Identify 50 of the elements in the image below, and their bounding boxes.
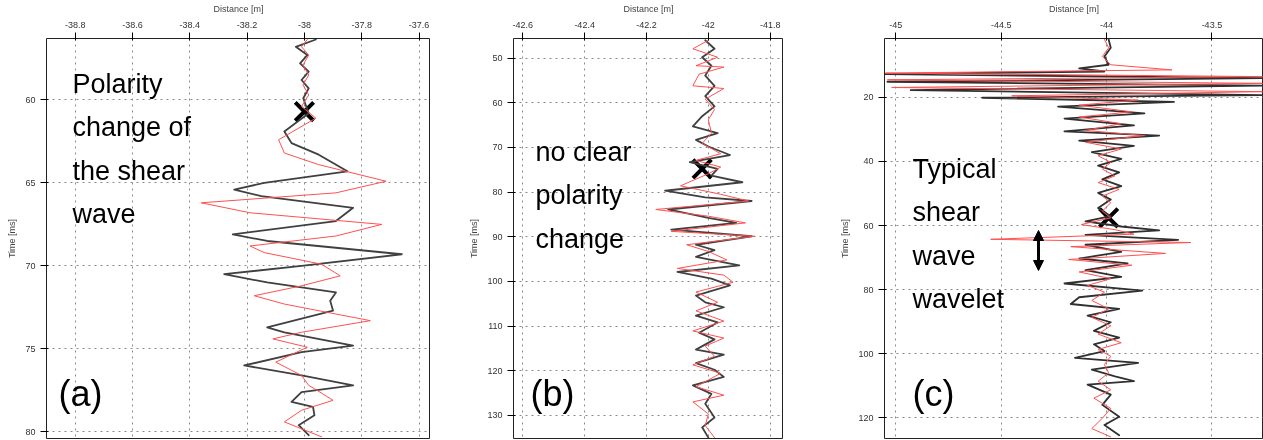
y-tick-label: 60 bbox=[863, 220, 874, 231]
x-tick-label: -44.5 bbox=[990, 19, 1012, 30]
y-tick-label: 70 bbox=[492, 142, 503, 153]
annotation: no clear polarity change bbox=[535, 136, 632, 254]
y-axis-title: Time [ms] bbox=[469, 218, 480, 259]
x-tick-label: -43.5 bbox=[1201, 19, 1223, 30]
annotation: (b) bbox=[530, 372, 575, 414]
annotation: (c) bbox=[912, 372, 955, 414]
x-tick-label: -41.8 bbox=[759, 19, 781, 30]
y-tick-label: 100 bbox=[858, 348, 874, 359]
y-tick-label: 130 bbox=[487, 410, 503, 421]
x-tick-label: -38.8 bbox=[64, 19, 86, 30]
y-axis-title: Time [ms] bbox=[7, 218, 18, 259]
y-tick-label: 80 bbox=[492, 187, 503, 198]
y-axis-title: Time [ms] bbox=[840, 218, 851, 259]
y-tick-label: 65 bbox=[25, 177, 36, 188]
x-tick-label: -38.6 bbox=[122, 19, 143, 30]
y-tick-label: 90 bbox=[492, 231, 503, 242]
y-tick-label: 80 bbox=[863, 284, 874, 295]
y-tick-label: 120 bbox=[487, 365, 503, 376]
annotation: Typical shear wave wavelet bbox=[911, 153, 1005, 314]
line-series bbox=[223, 38, 403, 437]
x-tick-label: -42 bbox=[701, 19, 715, 30]
x-axis-title: Distance [m] bbox=[213, 3, 264, 14]
line-series bbox=[200, 39, 387, 438]
y-tick-label: 100 bbox=[487, 276, 503, 287]
x-tick-label: -42.2 bbox=[636, 19, 657, 30]
y-tick-label: 60 bbox=[492, 97, 503, 108]
y-tick-label: 40 bbox=[863, 156, 874, 167]
annotation: (a) bbox=[58, 372, 103, 414]
x-tick-label: -44 bbox=[1100, 19, 1114, 30]
y-tick-label: 50 bbox=[492, 53, 503, 64]
x-axis-title: Distance [m] bbox=[1048, 3, 1100, 14]
x-tick-label: -37.6 bbox=[408, 19, 430, 30]
x-tick-label: -42.4 bbox=[574, 19, 595, 30]
y-tick-label: 110 bbox=[488, 321, 503, 331]
y-tick-label: 80 bbox=[25, 426, 36, 437]
y-tick-label: 120 bbox=[858, 412, 874, 423]
y-tick-label: 20 bbox=[863, 92, 874, 103]
x-tick-label: -45 bbox=[889, 19, 903, 30]
x-tick-label: -38.2 bbox=[236, 19, 258, 30]
x-axis-title: Distance [m] bbox=[623, 3, 674, 14]
x-tick-label: -38.4 bbox=[179, 19, 201, 30]
annotation: Polarity change of the shear wave bbox=[71, 68, 192, 229]
y-tick-label: 75 bbox=[25, 343, 36, 354]
x-tick-label: -42.6 bbox=[512, 19, 534, 30]
x-tick-label: -38 bbox=[297, 19, 311, 30]
y-tick-label: 60 bbox=[25, 94, 36, 105]
x-tick-label: -37.8 bbox=[351, 19, 372, 30]
y-tick-label: 70 bbox=[25, 260, 36, 271]
